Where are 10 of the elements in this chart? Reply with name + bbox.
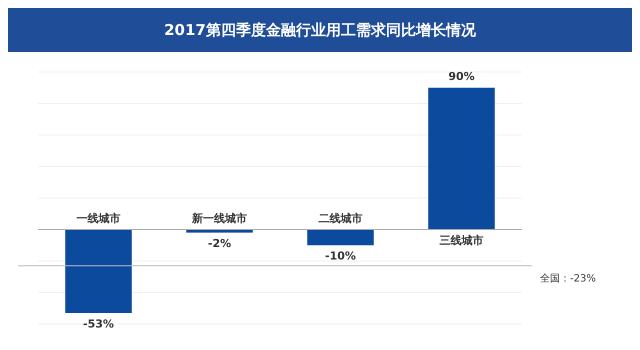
x-tick-label: 三线城市	[440, 234, 484, 247]
data-label: -53%	[83, 317, 114, 330]
x-tick-label: 新一线城市	[191, 212, 247, 225]
x-tick-label: 一线城市	[76, 212, 120, 225]
data-label: 90%	[448, 70, 475, 84]
data-label: -2%	[208, 237, 232, 250]
chart-title: 2017第四季度金融行业用工需求同比增长情况	[8, 8, 632, 52]
data-label: -10%	[325, 250, 356, 263]
x-tick-label: 二线城市	[318, 212, 362, 225]
ref-line-label: 全国：-23%	[540, 272, 596, 284]
